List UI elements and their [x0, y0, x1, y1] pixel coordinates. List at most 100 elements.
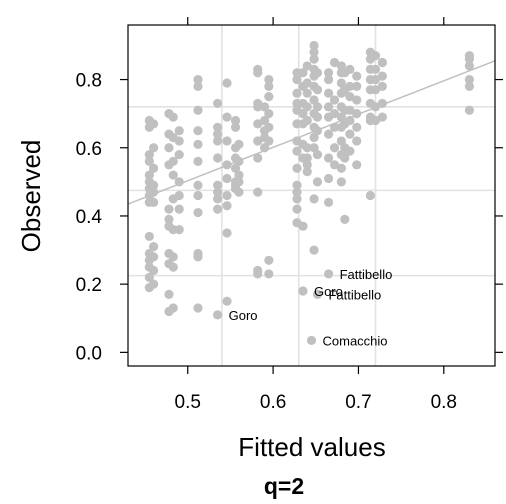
data-point: [302, 115, 312, 126]
data-point: [193, 180, 203, 190]
data-point: [264, 74, 274, 85]
data-point: [193, 303, 203, 313]
data-point: [168, 170, 178, 180]
data-point: [464, 54, 474, 64]
data-point: [144, 156, 154, 166]
x-tick-label: 0.8: [431, 392, 457, 413]
data-point: [149, 143, 159, 153]
data-point: [292, 180, 302, 190]
data-point: [329, 95, 340, 105]
data-point: [168, 252, 178, 262]
point-label: Comacchio: [323, 333, 388, 348]
data-point: [164, 214, 174, 224]
data-point: [377, 71, 387, 81]
y-tick-label: 0.8: [76, 71, 102, 92]
data-point: [345, 64, 355, 74]
data-point: [164, 204, 174, 214]
data-point: [345, 92, 355, 102]
data-point: [253, 187, 263, 197]
data-point: [312, 85, 323, 95]
data-point: [193, 74, 203, 85]
data-point: [193, 190, 203, 201]
data-point: [264, 92, 274, 102]
x-axis-title: Fitted values: [238, 432, 385, 462]
data-point: [323, 173, 334, 184]
data-point: [345, 105, 355, 115]
data-point: [309, 40, 319, 51]
data-point: [264, 81, 274, 91]
data-point: [174, 136, 184, 146]
data-point: [352, 122, 362, 132]
x-tick-label: 0.6: [260, 392, 286, 413]
data-point: [323, 68, 334, 78]
data-point: [336, 136, 346, 146]
data-point: [168, 112, 178, 122]
data-point: [264, 122, 274, 132]
data-point: [222, 173, 232, 184]
data-point: [370, 85, 381, 95]
data-point: [329, 143, 340, 153]
data-point: [302, 78, 312, 88]
data-point: [213, 136, 223, 146]
data-point: [193, 207, 203, 218]
data-point: [329, 122, 340, 132]
data-point: [298, 109, 308, 119]
data-point: [213, 194, 223, 204]
data-point: [149, 180, 159, 190]
data-point: [222, 228, 232, 238]
data-point: [193, 252, 203, 262]
data-point: [323, 153, 334, 163]
y-tick-label: 0.6: [76, 139, 102, 160]
data-point: [264, 136, 274, 146]
data-point: [259, 102, 270, 112]
data-point: [253, 136, 263, 146]
data-point: [352, 81, 362, 91]
data-point: [144, 272, 154, 282]
data-point: [336, 163, 346, 173]
data-point: [149, 163, 159, 173]
data-point: [292, 74, 302, 85]
data-point: [352, 95, 362, 105]
data-point: [352, 160, 362, 170]
data-point: [370, 64, 381, 74]
data-point: [309, 47, 319, 57]
data-point: [168, 156, 178, 166]
data-point: [309, 132, 319, 143]
point-label: Fattibello: [340, 267, 393, 282]
point-label: Fattibello: [328, 287, 381, 302]
data-point: [213, 204, 223, 214]
data-point: [234, 170, 244, 180]
data-point: [149, 242, 159, 252]
data-point: [164, 143, 174, 153]
data-point: [259, 143, 270, 153]
data-point: [193, 139, 203, 149]
data-point: [149, 197, 159, 207]
data-point: [298, 221, 308, 231]
data-point: [213, 98, 223, 109]
data-point: [345, 115, 355, 126]
data-point: [149, 119, 159, 129]
data-point: [264, 109, 274, 119]
axis-ticks: 0.5 0.6 0.7 0.8 0.0 0.2 0.4 0.6 0.8: [76, 17, 503, 413]
data-point: [253, 102, 263, 112]
data-point: [144, 231, 154, 242]
data-point: [222, 136, 232, 146]
data-point: [312, 102, 323, 112]
y-tick-label: 0.2: [76, 275, 102, 296]
y-axis-title: Observed: [16, 140, 46, 253]
data-point: [298, 286, 308, 296]
data-point: [193, 81, 203, 91]
data-point: [193, 105, 203, 115]
data-point: [352, 109, 362, 119]
data-point: [345, 81, 355, 91]
data-point: [149, 265, 159, 276]
data-point: [365, 190, 375, 201]
data-points: [144, 40, 474, 346]
data-point: [174, 204, 184, 214]
point-label: Goro: [229, 308, 258, 323]
data-point: [193, 156, 203, 166]
data-point: [309, 54, 319, 64]
point-label: Goro: [314, 284, 343, 299]
data-point: [292, 163, 302, 173]
